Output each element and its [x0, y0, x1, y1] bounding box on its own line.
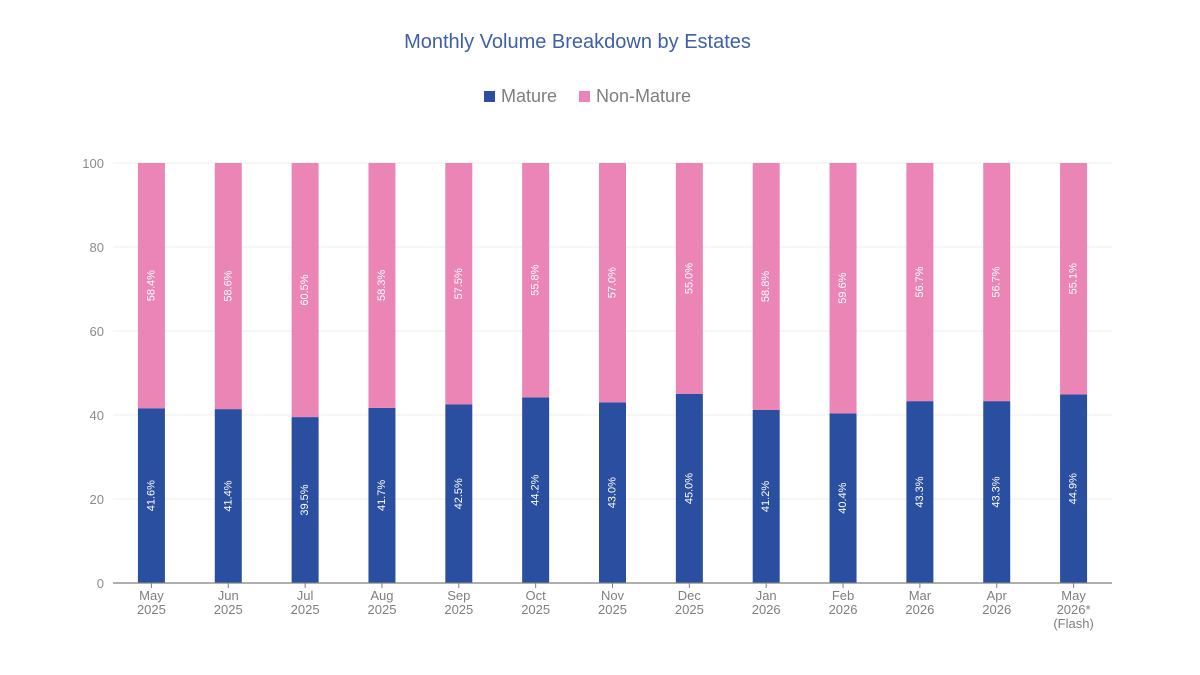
y-tick-label: 100: [82, 156, 104, 171]
legend-swatch-non-mature: [578, 91, 590, 102]
data-label-mature: 44.2%: [530, 474, 542, 505]
bar-non-mature[interactable]: [137, 163, 165, 409]
y-tick-label: 60: [90, 324, 104, 339]
bar-mature[interactable]: [368, 407, 396, 583]
bar-non-mature[interactable]: [522, 163, 550, 398]
x-tick-label: Mar 2026: [905, 588, 934, 617]
data-label-non-mature: 58.3%: [376, 270, 388, 301]
legend-item-mature[interactable]: Mature: [483, 86, 557, 107]
bar-mature[interactable]: [599, 402, 626, 583]
bar-mature[interactable]: [829, 413, 857, 583]
data-label-mature: 43.3%: [914, 476, 926, 507]
x-tick-label: May 2025: [137, 588, 166, 617]
legend-swatch-mature: [483, 91, 495, 102]
data-label-non-mature: 58.8%: [760, 271, 772, 302]
x-tick-label: Oct 2025: [521, 588, 550, 617]
data-label-mature: 40.4%: [837, 482, 849, 513]
bar-mature[interactable]: [983, 401, 1011, 583]
bar-non-mature[interactable]: [752, 163, 780, 410]
data-label-non-mature: 58.4%: [145, 270, 157, 301]
x-tick-label: Jul 2025: [291, 588, 320, 617]
legend-label-non-mature: Non-Mature: [595, 86, 692, 106]
x-tick-label: Sep 2025: [444, 588, 473, 617]
data-label-non-mature: 58.6%: [222, 270, 234, 301]
x-tick-label: Apr 2026: [982, 588, 1011, 617]
bar-non-mature[interactable]: [906, 163, 934, 402]
bar-non-mature[interactable]: [214, 163, 242, 410]
data-label-mature: 45.0%: [683, 473, 695, 504]
y-tick-label: 20: [90, 492, 104, 507]
x-tick-label: Jun 2025: [214, 588, 243, 617]
bar-mature[interactable]: [291, 417, 319, 583]
bar-non-mature[interactable]: [1060, 163, 1088, 395]
data-label-mature: 39.5%: [299, 484, 311, 515]
y-tick-label: 0: [97, 576, 104, 591]
x-tick-label: Dec 2025: [675, 588, 704, 617]
data-label-non-mature: 57.0%: [607, 267, 619, 298]
bar-mature[interactable]: [675, 394, 703, 583]
data-label-mature: 44.9%: [1068, 473, 1080, 504]
bar-mature[interactable]: [752, 409, 780, 583]
data-label-non-mature: 55.0%: [683, 263, 695, 294]
data-label-mature: 43.0%: [607, 477, 619, 508]
data-label-mature: 43.3%: [991, 476, 1003, 507]
bar-non-mature[interactable]: [829, 163, 857, 414]
data-label-non-mature: 60.5%: [299, 274, 311, 305]
x-tick-label: May 2026* (Flash): [1053, 588, 1093, 631]
data-label-non-mature: 55.1%: [1068, 263, 1080, 294]
data-label-non-mature: 57.5%: [453, 268, 465, 299]
data-label-non-mature: 55.8%: [530, 264, 542, 295]
bar-non-mature[interactable]: [445, 163, 473, 405]
x-tick-label: Aug 2025: [368, 588, 397, 617]
x-tick-label: Jan 2026: [752, 588, 781, 617]
bar-non-mature[interactable]: [983, 163, 1011, 402]
chart-legend: Mature Non-Mature: [0, 86, 1175, 107]
bar-non-mature[interactable]: [675, 163, 703, 394]
legend-item-non-mature[interactable]: Non-Mature: [578, 86, 692, 107]
data-label-mature: 41.7%: [376, 480, 388, 511]
data-label-mature: 41.4%: [222, 480, 234, 511]
data-label-non-mature: 59.6%: [837, 272, 849, 303]
x-tick-label: Feb 2026: [829, 588, 858, 617]
data-label-mature: 41.6%: [145, 480, 157, 511]
y-tick-label: 80: [90, 240, 104, 255]
bar-mature[interactable]: [137, 408, 165, 583]
bar-mature[interactable]: [522, 397, 550, 583]
data-label-non-mature: 56.7%: [914, 266, 926, 297]
bar-mature[interactable]: [1060, 394, 1088, 583]
data-label-mature: 42.5%: [453, 478, 465, 509]
bar-non-mature[interactable]: [599, 163, 626, 403]
bar-mature[interactable]: [906, 401, 934, 583]
bar-mature[interactable]: [445, 404, 473, 584]
data-label-mature: 41.2%: [760, 481, 772, 512]
chart-title: Monthly Volume Breakdown by Estates: [404, 31, 751, 53]
legend-label-mature: Mature: [500, 86, 557, 106]
y-tick-label: 40: [90, 408, 104, 423]
bar-non-mature[interactable]: [368, 163, 396, 408]
x-tick-label: Nov 2025: [598, 588, 627, 617]
data-label-non-mature: 56.7%: [991, 266, 1003, 297]
bar-non-mature[interactable]: [291, 163, 319, 418]
bar-mature[interactable]: [214, 409, 242, 583]
